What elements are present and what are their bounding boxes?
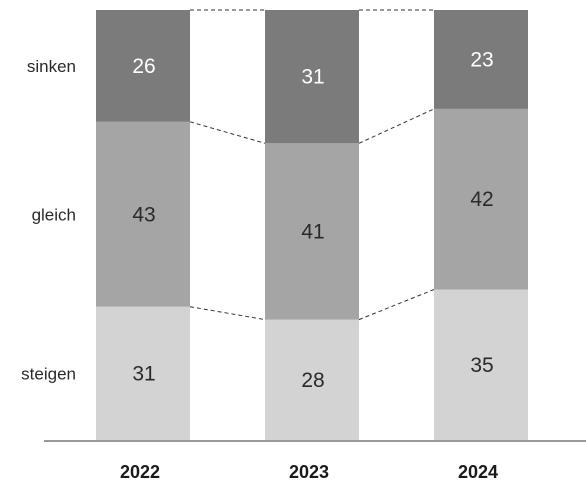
bar-sinken-2024 [434,10,528,109]
row-label-gleich: gleich [32,205,76,224]
value-label-sinken-2024: 23 [470,48,493,71]
category-label-2023: 2023 [289,462,329,482]
row-label-sinken: sinken [27,57,76,76]
bar-steigen-2023 [265,319,359,440]
value-label-sinken-2022: 26 [132,55,155,78]
value-label-steigen-2023: 28 [301,369,324,392]
value-label-gleich-2024: 42 [470,188,493,211]
connector-line [358,289,435,321]
connector-line [189,121,266,144]
bar-gleich-2023 [265,143,359,320]
bar-sinken-2023 [265,10,359,144]
value-label-sinken-2023: 31 [301,66,324,89]
value-label-steigen-2024: 35 [470,354,493,377]
connector-line [189,306,266,321]
connector-lines [189,9,435,321]
segment-labels: 31 43 26 28 41 31 35 42 23 [132,48,493,391]
value-label-gleich-2022: 43 [132,203,155,226]
value-label-steigen-2022: 31 [132,362,155,385]
category-label-2024: 2024 [458,462,498,482]
row-label-steigen: steigen [21,364,76,383]
bar-steigen-2022 [96,306,190,440]
bar-sinken-2022 [96,10,190,122]
row-labels: steigen gleich sinken [21,57,76,383]
bar-steigen-2024 [434,289,528,440]
category-labels: 2022 2023 2024 [120,462,498,482]
connector-line [358,108,435,144]
bar-gleich-2024 [434,108,528,290]
bar-gleich-2022 [96,121,190,307]
category-label-2022: 2022 [120,462,160,482]
value-label-gleich-2023: 41 [301,220,324,243]
bars-group [96,10,528,440]
